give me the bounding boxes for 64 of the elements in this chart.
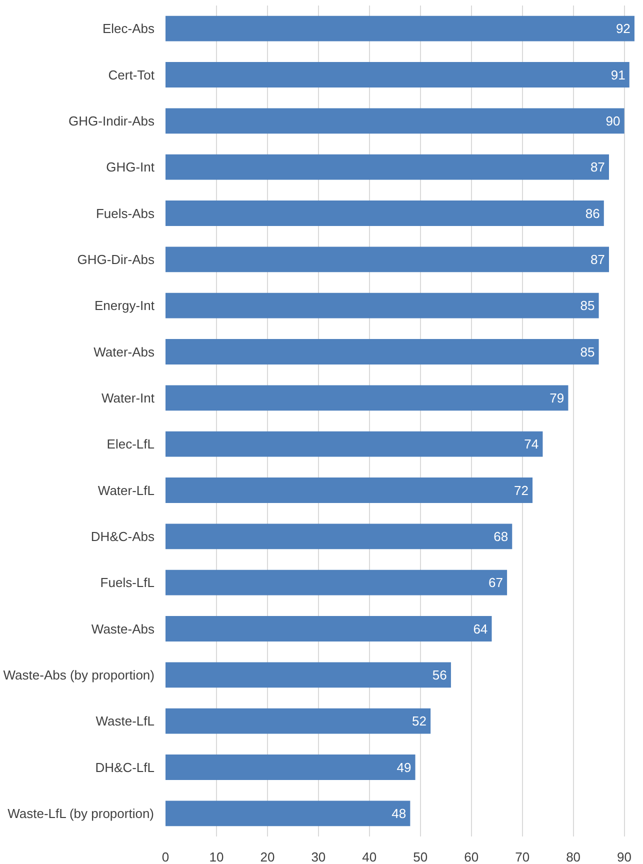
- bar: [166, 570, 508, 596]
- data-label: 79: [550, 390, 564, 406]
- bar: [166, 246, 609, 272]
- y-tick-label: Water-LfL: [98, 482, 155, 498]
- x-tick-label: 60: [464, 850, 479, 864]
- y-tick-label: Fuels-Abs: [96, 206, 155, 221]
- bar: [166, 292, 599, 318]
- y-tick-label: Waste-LfL: [96, 714, 155, 729]
- data-label: 92: [616, 21, 630, 36]
- data-label: 85: [580, 298, 595, 314]
- y-tick-label: Elec-LfL: [106, 436, 155, 452]
- data-label: 56: [432, 667, 447, 682]
- x-tick-label: 50: [413, 850, 428, 864]
- y-tick-label: Fuels-LfL: [100, 575, 155, 590]
- data-label: 85: [580, 344, 595, 360]
- bar: [166, 385, 568, 411]
- x-tick-label: 90: [617, 850, 632, 864]
- bar: [166, 154, 609, 180]
- y-tick-label: Energy-Int: [94, 298, 155, 314]
- x-tick-label: 80: [566, 850, 581, 864]
- y-tick-label: Waste-LfL (by proportion): [8, 806, 154, 821]
- data-label: 49: [396, 760, 412, 775]
- bar: [166, 16, 634, 42]
- data-label: 52: [412, 714, 427, 729]
- x-tick-label: 30: [311, 850, 326, 864]
- y-tick-label: Elec-Abs: [102, 21, 155, 36]
- data-label: 72: [514, 482, 528, 498]
- bar: [166, 616, 492, 642]
- data-label: 87: [590, 160, 605, 175]
- data-label: 67: [488, 575, 503, 590]
- data-label: 90: [606, 113, 620, 128]
- x-tick-label: 0: [162, 850, 170, 864]
- bar: [166, 339, 599, 364]
- y-tick-label: GHG-Int: [106, 160, 155, 175]
- bar: [166, 708, 431, 734]
- bar: [166, 62, 630, 88]
- x-tick-label: 10: [209, 850, 224, 864]
- bar: [166, 662, 451, 688]
- y-tick-label: Water-Int: [102, 390, 155, 406]
- x-tick-label: 70: [515, 850, 530, 864]
- bar: [166, 754, 416, 780]
- bar: [166, 800, 410, 826]
- y-tick-label: Waste-Abs: [91, 621, 155, 636]
- y-tick-label: DH&C-Abs: [90, 528, 155, 544]
- bar: [166, 431, 543, 457]
- y-tick-label: Cert-Tot: [108, 67, 155, 82]
- data-label: 74: [524, 436, 539, 452]
- x-tick-label: 20: [260, 850, 275, 864]
- x-tick-label: 40: [362, 850, 377, 864]
- data-label: 68: [494, 528, 508, 544]
- y-tick-label: GHG-Indir-Abs: [68, 113, 155, 128]
- data-label: 64: [473, 621, 488, 636]
- data-label: 86: [585, 206, 600, 221]
- y-tick-label: Waste-Abs (by proportion): [3, 667, 155, 682]
- bar: [166, 478, 533, 503]
- data-label: 87: [590, 252, 605, 267]
- data-label: 48: [392, 806, 406, 821]
- data-label: 91: [610, 67, 626, 82]
- y-tick-label: Water-Abs: [94, 344, 155, 360]
- bar: [166, 108, 624, 134]
- bar: [166, 200, 604, 226]
- y-tick-label: DH&C-LfL: [95, 760, 155, 775]
- y-tick-label: GHG-Dir-Abs: [77, 252, 155, 267]
- bar: [166, 524, 512, 550]
